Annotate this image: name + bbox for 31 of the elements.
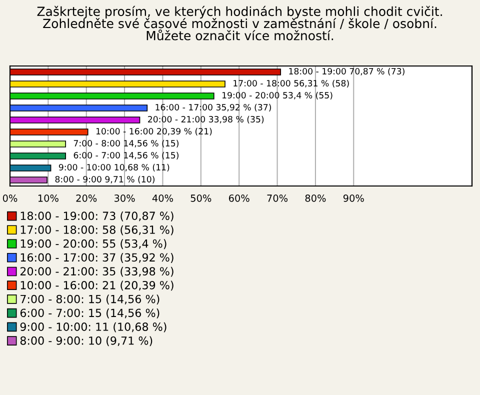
x-tick-label: 90% xyxy=(343,194,364,202)
x-tick-label: 10% xyxy=(38,194,58,202)
x-tick-label: 30% xyxy=(114,194,135,202)
data-label: 6:00 - 7:00 14,56 % (15) xyxy=(74,152,178,160)
data-label: 20:00 - 21:00 33,98 % (35) xyxy=(148,116,264,124)
legend-label: 19:00 - 20:00: 55 (53,4 %) xyxy=(20,239,166,250)
data-label: 9:00 - 10:00 10,68 % (11) xyxy=(58,164,170,172)
data-label: 16:00 - 17:00 35,92 % (37) xyxy=(156,104,271,112)
legend-label: 18:00 - 19:00: 73 (70,87 %) xyxy=(20,211,174,222)
data-label: 18:00 - 19:00 70,87 % (73) xyxy=(289,68,404,76)
chart-title: Zaškrtejte prosím, ve kterých hodinách byste mohli chodit cvičit. Zohledněte své časové možnosti v zaměstnání / škole / osobní. Můžete označit více možností. xyxy=(37,6,442,40)
legend-label: 20:00 - 21:00: 35 (33,98 %) xyxy=(20,266,174,277)
legend-label: 6:00 - 7:00: 15 (14,56 %) xyxy=(20,308,160,318)
x-tick-label: 60% xyxy=(228,194,250,202)
legend-label: 10:00 - 16:00: 21 (20,39 %) xyxy=(20,280,174,291)
data-label: 8:00 - 9:00 9,71 % (10) xyxy=(55,176,154,184)
legend-label: 16:00 - 17:00: 37 (35,92 %) xyxy=(20,253,174,263)
legend-label: 9:00 - 10:00: 11 (10,68 %) xyxy=(20,322,166,332)
legend-label: 17:00 - 18:00: 58 (56,31 %) xyxy=(20,225,174,236)
legend-label: 8:00 - 9:00: 10 (9,71 %) xyxy=(20,336,152,346)
x-tick-label: 50% xyxy=(190,194,212,202)
x-tick-label: 40% xyxy=(152,194,173,202)
data-label: 19:00 - 20:00 53,4 % (55) xyxy=(222,92,332,100)
data-label: 10:00 - 16:00 20,39 % (21) xyxy=(96,128,212,136)
x-tick-label: 0% xyxy=(2,194,18,202)
data-label: 7:00 - 8:00 14,56 % (15) xyxy=(74,140,178,148)
x-tick-label: 70% xyxy=(267,194,288,202)
x-tick-label: 20% xyxy=(76,194,97,202)
x-tick-label: 80% xyxy=(305,194,326,202)
legend-label: 7:00 - 8:00: 15 (14,56 %) xyxy=(20,294,160,305)
data-label: 17:00 - 18:00 56,31 % (58) xyxy=(234,80,349,88)
